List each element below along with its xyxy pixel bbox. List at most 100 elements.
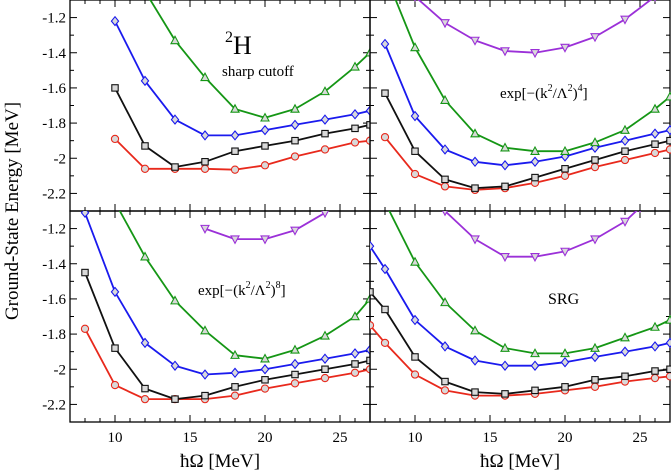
- y-tick-label: -1.6: [42, 81, 66, 97]
- series-line-green: [394, 0, 671, 153]
- data-point-circle: [290, 152, 300, 161]
- data-point-triangle-down: [639, 211, 641, 213]
- data-point-triangle-down: [590, 33, 600, 43]
- data-point-diamond: [365, 105, 370, 117]
- data-point-triangle-up: [500, 142, 510, 152]
- data-point-square: [261, 142, 269, 150]
- series-line-black: [370, 291, 671, 395]
- annotation-prefix: exp[−(k: [500, 86, 548, 102]
- data-point-circle: [140, 164, 150, 173]
- data-point-triangle-up: [500, 342, 510, 352]
- data-point-triangle-down: [654, 0, 656, 2]
- data-point-triangle-up: [320, 330, 330, 340]
- data-point-circle: [410, 370, 420, 379]
- data-point-square: [441, 175, 449, 184]
- data-point-circle: [80, 324, 90, 333]
- data-point-triangle-up: [410, 42, 420, 52]
- series-purple: [414, 0, 656, 59]
- data-point-square: [621, 147, 629, 155]
- series-black: [81, 268, 370, 403]
- data-point-circle: [440, 182, 450, 191]
- data-point-triangle-up: [410, 256, 420, 266]
- data-point-triangle-down: [500, 252, 510, 263]
- nucleus-symbol: H: [233, 31, 252, 60]
- data-point-circle: [110, 380, 120, 390]
- data-point-diamond: [290, 119, 300, 131]
- data-point-diamond: [590, 351, 600, 363]
- data-point-diamond: [560, 151, 570, 162]
- series-blue: [110, 15, 370, 141]
- data-point-square: [591, 376, 599, 384]
- data-point-diamond: [200, 369, 210, 380]
- data-point-triangle-up: [530, 145, 540, 155]
- data-point-square: [651, 140, 659, 148]
- data-point-circle: [440, 386, 450, 395]
- data-point-square: [321, 129, 329, 138]
- y-tick-label: -1.8: [42, 327, 66, 343]
- data-point-triangle-down: [442, 211, 448, 217]
- data-point-square: [261, 376, 269, 384]
- y-tick-label: -1.6: [42, 292, 66, 308]
- annotation-mid: /Λ: [553, 86, 568, 102]
- panel-axis-ticks: -1.2 -1.4 -1.6 -1.8 -2 -2.2: [42, 0, 371, 212]
- panel-axis-ticks: 10 15 20 25: [369, 210, 671, 446]
- panel-axis-ticks: [369, 0, 671, 212]
- data-point-triangle-up: [440, 297, 450, 307]
- data-point-diamond: [410, 314, 420, 326]
- data-point-triangle-up: [320, 86, 330, 96]
- data-point-triangle-up: [350, 61, 360, 71]
- annotation-sup3: 4: [578, 83, 583, 94]
- data-point-square: [81, 268, 89, 277]
- y-tick-label: -1.8: [42, 116, 66, 132]
- series-green: [118, 211, 370, 363]
- data-point-diamond: [320, 114, 330, 125]
- data-point-diamond: [470, 355, 480, 366]
- annotation-suffix: ]: [583, 86, 588, 102]
- data-point-triangle-up: [665, 314, 671, 324]
- series-line-red: [114, 138, 370, 171]
- data-point-triangle-down: [290, 226, 300, 236]
- annotation-prefix: exp[−(k: [198, 283, 246, 299]
- data-point-circle: [650, 148, 660, 158]
- data-point-diamond: [380, 263, 390, 275]
- data-point-diamond: [140, 337, 150, 349]
- data-point-triangle-up: [440, 94, 450, 104]
- data-point-circle: [230, 391, 240, 400]
- annotation-mid: /Λ: [251, 283, 266, 299]
- series-black: [381, 89, 671, 192]
- data-point-diamond: [290, 358, 300, 370]
- panel-plot-area: [380, 0, 671, 195]
- data-point-triangle-up: [560, 348, 570, 358]
- data-point-diamond: [650, 128, 660, 139]
- annotation-sup2: 2: [568, 83, 573, 94]
- data-point-square: [666, 136, 671, 145]
- data-point-triangle-down: [414, 0, 416, 2]
- data-point-triangle-up: [470, 128, 480, 138]
- series-blue: [370, 240, 671, 372]
- x-tick-label: 15: [483, 430, 498, 446]
- data-point-square: [231, 147, 239, 155]
- series-red: [110, 134, 370, 174]
- data-point-square: [171, 395, 179, 403]
- data-point-square: [501, 390, 509, 398]
- series-line-purple: [417, 0, 652, 54]
- data-point-circle: [370, 321, 375, 330]
- data-point-circle: [560, 171, 570, 180]
- data-point-diamond: [440, 341, 450, 352]
- data-point-square: [411, 353, 419, 361]
- data-point-triangle-down: [470, 36, 480, 46]
- series-green: [388, 211, 671, 358]
- y-tick-label: -1.4: [42, 257, 66, 273]
- series-black: [370, 288, 671, 398]
- y-tick-label: -1.4: [42, 46, 66, 62]
- data-point-diamond: [440, 144, 450, 155]
- data-point-triangle-down: [440, 19, 450, 29]
- series-blue: [80, 211, 370, 380]
- panel-plot-area: [80, 211, 370, 404]
- panel-frame: [69, 0, 371, 212]
- data-point-diamond: [365, 344, 370, 356]
- series-purple: [200, 211, 330, 245]
- data-point-circle: [350, 138, 360, 147]
- y-tick-label: -2.2: [42, 397, 66, 413]
- data-point-triangle-up: [650, 321, 660, 331]
